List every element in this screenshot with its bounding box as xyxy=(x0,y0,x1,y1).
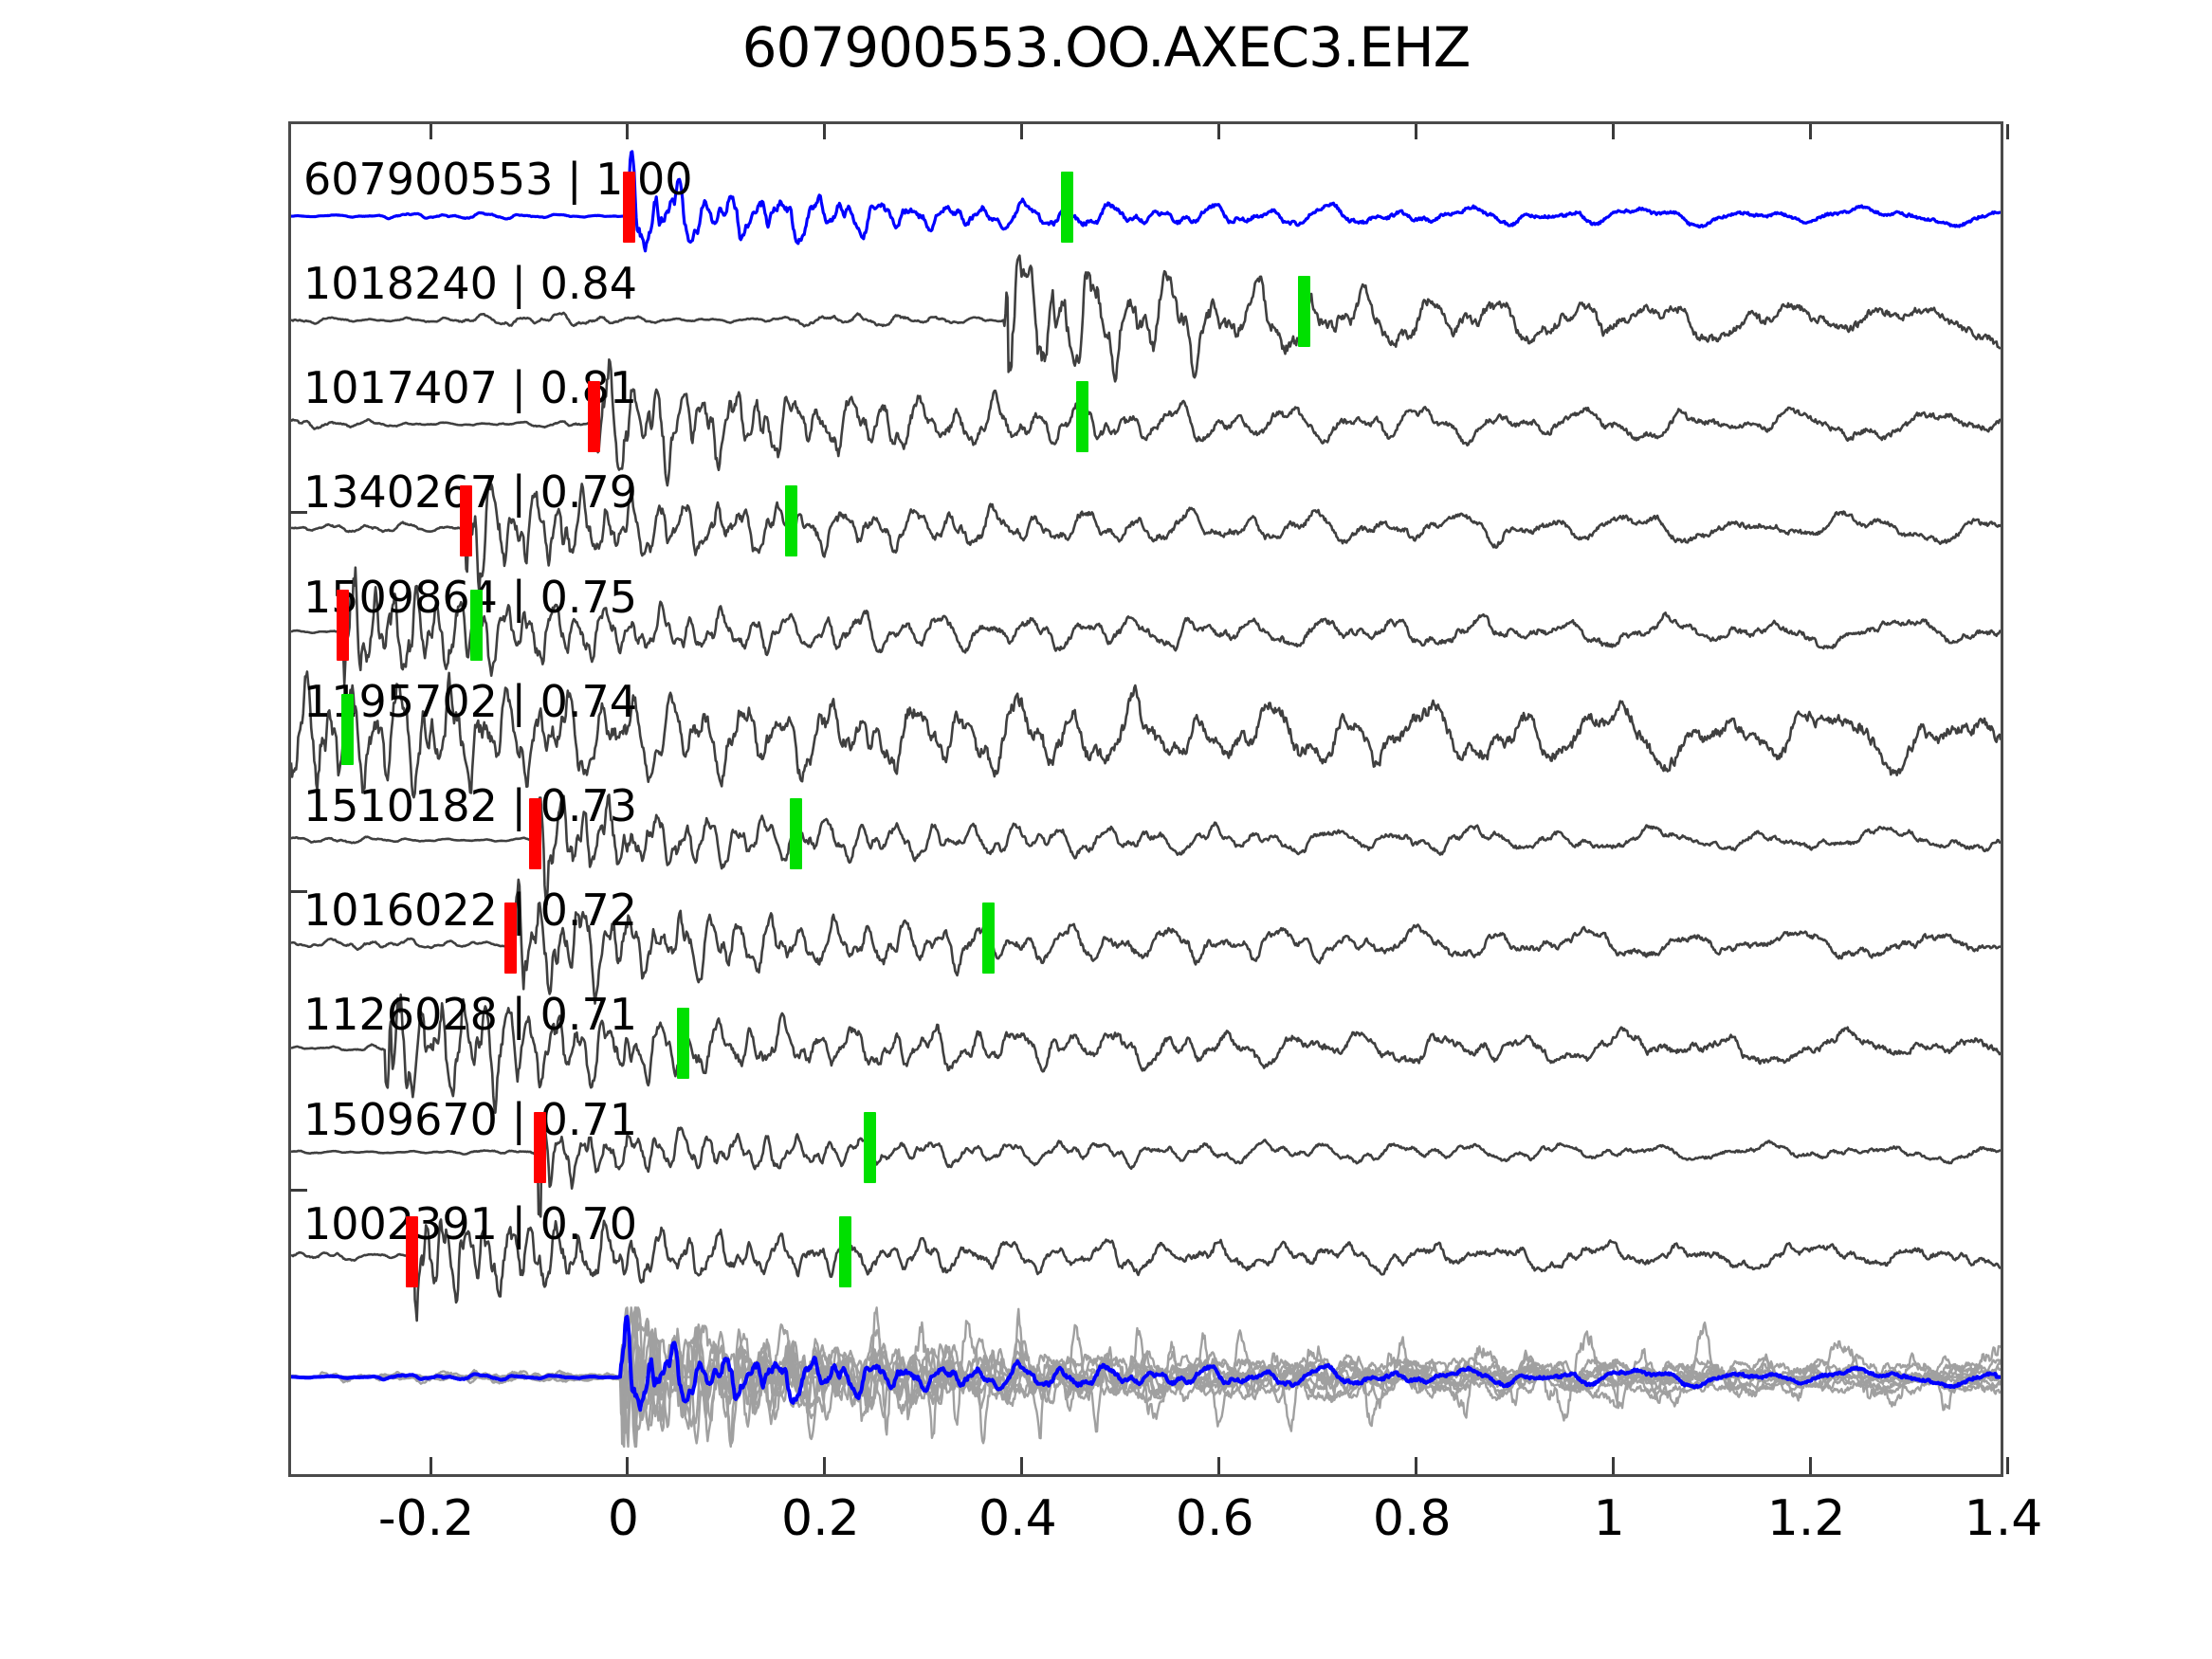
s-pick-marker-1510182 xyxy=(790,798,803,870)
plot-axes xyxy=(288,121,2009,1477)
s-pick-marker-607900553 xyxy=(1061,172,1074,244)
trace-label-1002391: 1002391 | 0.70 xyxy=(303,1197,638,1249)
p-pick-marker-1509864 xyxy=(337,589,350,661)
x-tick-label-2: 0.2 xyxy=(781,1490,860,1547)
s-pick-marker-1018240 xyxy=(1297,276,1310,348)
trace-label-1509670: 1509670 | 0.71 xyxy=(303,1093,638,1145)
x-tick-bottom-1 xyxy=(626,1457,630,1474)
x-tick-bottom-6 xyxy=(1612,1457,1616,1474)
waveform-trace-1509670 xyxy=(291,1125,2001,1218)
x-tick-bottom-2 xyxy=(823,1457,827,1474)
x-tick-label-5: 0.8 xyxy=(1372,1490,1452,1547)
x-tick-bottom-5 xyxy=(1415,1457,1418,1474)
x-tick-label-4: 0.6 xyxy=(1175,1490,1254,1547)
s-pick-marker-1509864 xyxy=(469,589,483,661)
trace-label-1195702: 1195702 | 0.74 xyxy=(303,675,638,727)
trace-label-1018240: 1018240 | 0.84 xyxy=(303,258,638,310)
waveform-trace-1016022 xyxy=(291,878,2001,1005)
s-pick-marker-1016022 xyxy=(982,902,996,975)
waveform-trace-607900553 xyxy=(291,150,2001,253)
p-pick-marker-1340267 xyxy=(460,484,473,556)
waveform-trace-1195702 xyxy=(291,670,2001,799)
x-tick-top-7 xyxy=(1809,124,1813,139)
x-tick-label-3: 0.4 xyxy=(978,1490,1057,1547)
x-tick-top-2 xyxy=(823,124,827,139)
y-tick-0 xyxy=(290,510,307,514)
s-pick-marker-1126028 xyxy=(676,1007,689,1079)
s-pick-marker-1509670 xyxy=(864,1111,877,1183)
x-tick-label-7: 1.2 xyxy=(1766,1490,1846,1547)
trace-label-1126028: 1126028 | 0.71 xyxy=(303,989,638,1041)
x-tick-top-6 xyxy=(1612,124,1616,139)
p-pick-marker-1017407 xyxy=(588,380,601,452)
x-tick-top-8 xyxy=(2006,124,2009,139)
waveform-trace-1018240 xyxy=(291,254,2001,383)
p-pick-marker-1510182 xyxy=(528,798,541,870)
p-pick-marker-1016022 xyxy=(503,902,517,975)
y-tick-2 xyxy=(290,1188,307,1192)
waveform-trace-1017407 xyxy=(291,357,2001,487)
trace-label-1017407: 1017407 | 0.81 xyxy=(303,362,638,414)
waveform-canvas xyxy=(291,150,2001,1449)
waveform-trace-1510182 xyxy=(291,793,2001,906)
stack-reference-trace xyxy=(291,1314,2001,1413)
stack-overlay-trace-1002391 xyxy=(291,1336,2001,1449)
p-pick-marker-1509670 xyxy=(534,1111,547,1183)
x-tick-bottom-0 xyxy=(429,1457,432,1474)
x-tick-label-6: 1 xyxy=(1593,1490,1625,1547)
x-tick-bottom-8 xyxy=(2006,1457,2009,1474)
s-pick-marker-1017407 xyxy=(1075,380,1088,452)
y-tick-1 xyxy=(290,889,307,893)
x-tick-label-8: 1.4 xyxy=(1964,1490,2043,1547)
waveform-trace-1509864 xyxy=(291,566,2001,686)
x-tick-top-4 xyxy=(1217,124,1221,139)
x-tick-label-1: 0 xyxy=(607,1490,640,1547)
p-pick-marker-607900553 xyxy=(622,172,635,244)
waveform-trace-1340267 xyxy=(291,477,2001,594)
waveform-trace-1002391 xyxy=(291,1218,2001,1322)
x-tick-top-1 xyxy=(626,124,630,139)
x-tick-label-0: -0.2 xyxy=(377,1490,475,1547)
s-pick-marker-1002391 xyxy=(839,1216,852,1287)
trace-label-1016022: 1016022 | 0.72 xyxy=(303,884,638,937)
page-title: 607900553.OO.AXEC3.EHZ xyxy=(741,15,1472,80)
x-tick-bottom-4 xyxy=(1217,1457,1221,1474)
x-tick-bottom-3 xyxy=(1020,1457,1024,1474)
p-pick-marker-1002391 xyxy=(405,1216,418,1287)
x-tick-top-3 xyxy=(1020,124,1024,139)
x-tick-top-0 xyxy=(429,124,432,139)
x-tick-bottom-7 xyxy=(1809,1457,1813,1474)
s-pick-marker-1195702 xyxy=(341,694,355,766)
x-tick-top-5 xyxy=(1415,124,1418,139)
waveform-trace-1126028 xyxy=(291,993,2001,1115)
s-pick-marker-1340267 xyxy=(785,484,798,556)
trace-label-1510182: 1510182 | 0.73 xyxy=(303,780,638,832)
